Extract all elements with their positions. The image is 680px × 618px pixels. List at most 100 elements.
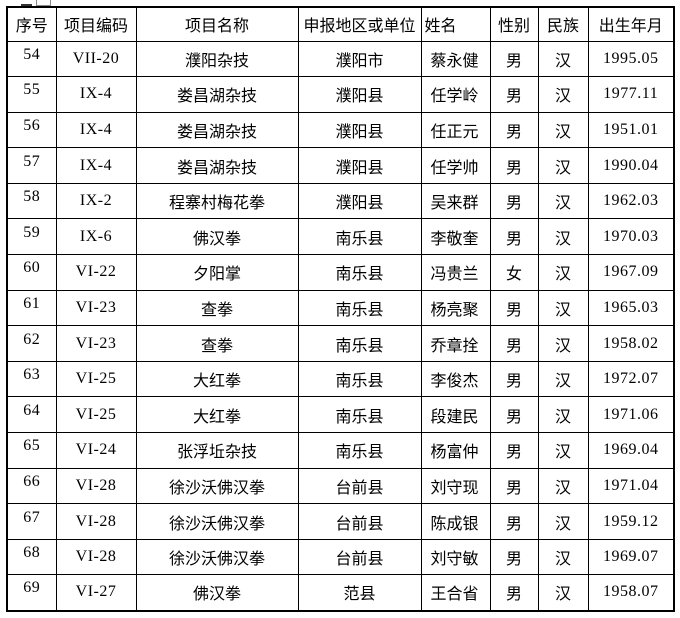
cell-name-text: 刘守现	[430, 479, 479, 497]
cell-serial-text: 55	[23, 81, 41, 99]
cell-birth: 1977.11	[587, 76, 675, 113]
cell-project: 徐沙沃佛汉拳	[135, 503, 299, 540]
cell-name: 任学岭	[420, 76, 491, 113]
cell-region-text: 濮阳县	[335, 88, 384, 106]
cell-project-text: 徐沙沃佛汉拳	[168, 515, 265, 533]
cell-ethnicity-text: 汉	[554, 444, 571, 462]
cell-gender: 男	[489, 325, 539, 362]
cell-ethnicity: 汉	[537, 574, 589, 611]
cell-code-text: VI-23	[75, 334, 117, 352]
cell-name: 李敬奎	[420, 218, 491, 256]
cell-serial: 54	[6, 40, 57, 78]
table-row: 67 VI-28 徐沙沃佛汉拳 台前县 陈成银 男 汉 1959.12	[6, 503, 675, 540]
cell-gender: 男	[489, 147, 539, 184]
cell-gender: 男	[489, 574, 539, 611]
cell-ethnicity-text: 汉	[554, 337, 571, 355]
cell-name-text: 陈成银	[430, 515, 479, 533]
cell-birth-text: 1951.01	[603, 120, 659, 138]
cell-code-text: VII-20	[72, 49, 120, 67]
table-row: 58 IX-2 程寨村梅花拳 濮阳县 吴来群 男 汉 1962.03	[6, 182, 675, 220]
cell-code: VI-28	[55, 538, 137, 576]
cell-birth: 1967.09	[587, 254, 675, 291]
cell-ethnicity: 汉	[537, 182, 589, 220]
cell-gender-text: 男	[505, 551, 522, 569]
cell-birth: 1990.04	[587, 147, 675, 184]
cell-name: 刘守敏	[420, 538, 491, 576]
cell-serial: 63	[6, 360, 57, 398]
table-row: 66 VI-28 徐沙沃佛汉拳 台前县 刘守现 男 汉 1971.04	[6, 467, 675, 505]
cell-region-text: 范县	[343, 586, 376, 604]
cell-region: 范县	[297, 574, 422, 611]
cell-name-text: 刘守敏	[430, 551, 479, 569]
col-header-ethnicity: 民族	[537, 6, 589, 42]
cell-region-text: 濮阳县	[335, 195, 384, 213]
cell-birth: 1951.01	[587, 111, 675, 149]
cell-project: 徐沙沃佛汉拳	[135, 467, 299, 505]
cell-region: 濮阳县	[297, 76, 422, 113]
cell-gender-text: 女	[505, 266, 522, 284]
cell-region: 南乐县	[297, 254, 422, 291]
cell-ethnicity: 汉	[537, 325, 589, 362]
cell-birth-text: 1971.04	[603, 476, 659, 494]
cell-birth: 1970.03	[587, 218, 675, 256]
cell-name: 李俊杰	[420, 360, 491, 398]
cell-project-text: 程寨村梅花拳	[168, 195, 265, 213]
cell-birth-text: 1967.09	[603, 263, 659, 281]
col-header-code: 项目编码	[55, 6, 137, 42]
cell-serial: 55	[6, 76, 57, 113]
cell-gender: 男	[489, 289, 539, 327]
cell-code-text: VI-25	[75, 370, 117, 388]
cell-region-text: 台前县	[335, 551, 384, 569]
table-row: 62 VI-23 查拳 南乐县 乔章拴 男 汉 1958.02	[6, 325, 675, 362]
cell-project: 佛汉拳	[135, 218, 299, 256]
cell-code: VI-22	[55, 254, 137, 291]
cell-name: 蔡永健	[420, 40, 491, 78]
cell-region: 台前县	[297, 538, 422, 576]
cell-serial: 57	[6, 147, 57, 184]
cell-region: 南乐县	[297, 325, 422, 362]
cell-birth: 1972.07	[587, 360, 675, 398]
cell-region: 南乐县	[297, 360, 422, 398]
cell-name-text: 任学岭	[430, 88, 479, 106]
cell-ethnicity: 汉	[537, 111, 589, 149]
cell-project-text: 佛汉拳	[192, 586, 241, 604]
cell-gender-text: 男	[505, 230, 522, 248]
cell-serial-text: 66	[23, 472, 41, 490]
cell-birth-text: 1990.04	[603, 156, 659, 174]
cell-region: 台前县	[297, 467, 422, 505]
cell-gender-text: 男	[505, 159, 522, 177]
cell-serial-text: 60	[23, 259, 41, 277]
cell-project: 濮阳杂技	[135, 40, 299, 78]
cell-region-text: 濮阳县	[335, 159, 384, 177]
cell-serial: 65	[6, 432, 57, 469]
cell-ethnicity-text: 汉	[554, 88, 571, 106]
cell-birth-text: 1965.03	[603, 298, 659, 316]
cell-ethnicity-text: 汉	[554, 195, 571, 213]
cell-gender-text: 男	[505, 479, 522, 497]
cell-project-text: 娄昌湖杂技	[176, 88, 257, 106]
cell-serial: 66	[6, 467, 57, 505]
cell-gender: 男	[489, 396, 539, 434]
header-row: 序号 项目编码 项目名称 申报地区或单位 姓名 性别 民族 出生年月	[6, 6, 675, 42]
cell-name: 刘守现	[420, 467, 491, 505]
cell-code-text: VI-28	[75, 476, 117, 494]
cell-birth-text: 1972.07	[603, 370, 659, 388]
cell-birth-text: 1995.05	[603, 49, 659, 67]
cell-code-text: IX-4	[79, 120, 113, 138]
cell-birth-text: 1958.02	[603, 334, 659, 352]
cell-birth-text: 1977.11	[603, 85, 659, 103]
cell-serial: 60	[6, 254, 57, 291]
col-header-project: 项目名称	[135, 6, 299, 42]
cell-gender-text: 男	[505, 123, 522, 141]
col-header-gender: 性别	[489, 6, 539, 42]
cell-project: 夕阳掌	[135, 254, 299, 291]
cell-name: 冯贵兰	[420, 254, 491, 291]
cell-code: VI-28	[55, 467, 137, 505]
cell-ethnicity-text: 汉	[554, 159, 571, 177]
cell-serial-text: 69	[23, 579, 41, 597]
table-row: 61 VI-23 查拳 南乐县 杨亮聚 男 汉 1965.03	[6, 289, 675, 327]
cell-region-text: 南乐县	[335, 266, 384, 284]
cell-code: VI-24	[55, 432, 137, 469]
cell-birth: 1969.04	[587, 432, 675, 469]
cell-code: VI-23	[55, 325, 137, 362]
